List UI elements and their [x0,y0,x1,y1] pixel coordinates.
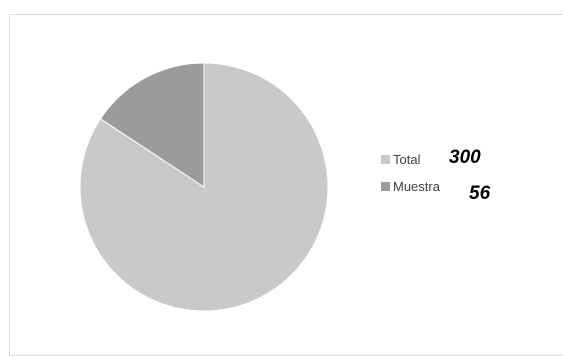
legend-label-total: Total [393,152,421,167]
pie-slice-muestra [99,62,205,188]
legend-swatch-total [381,155,390,164]
chart-legend: Total Muestra [381,152,441,194]
muestra-value-label: 56 [469,183,491,204]
total-value-label: 300 [449,147,481,168]
legend-swatch-muestra [381,182,390,191]
pie-slices [79,62,329,312]
legend-label-muestra: Muestra [393,179,441,194]
